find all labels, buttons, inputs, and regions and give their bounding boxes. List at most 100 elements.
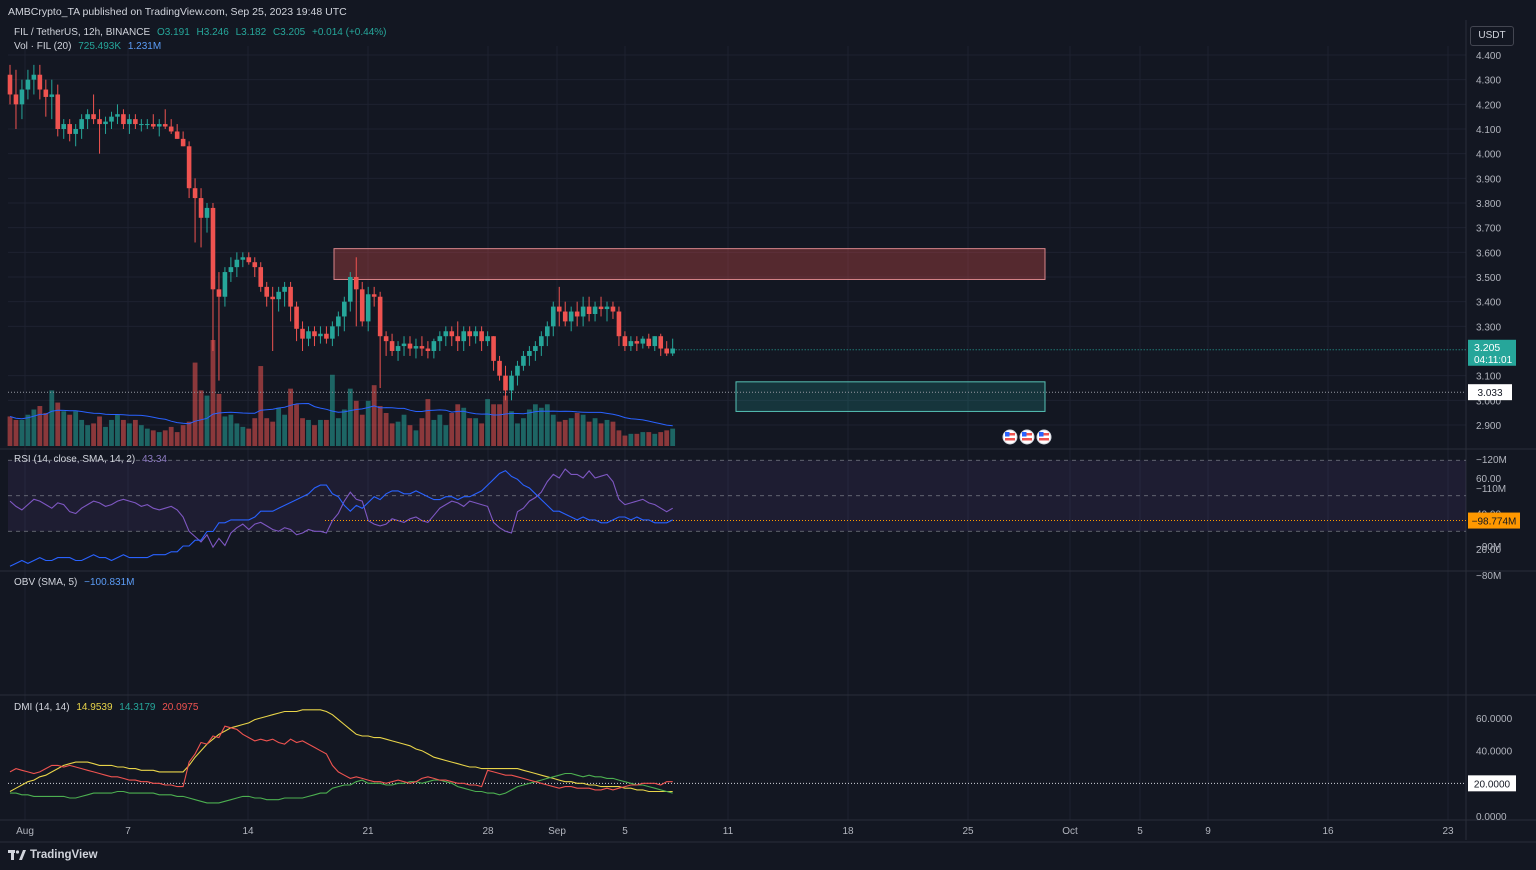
candle[interactable] bbox=[479, 331, 484, 342]
candle[interactable] bbox=[282, 286, 287, 292]
candle[interactable] bbox=[371, 294, 377, 297]
candle[interactable] bbox=[533, 346, 538, 351]
candle[interactable] bbox=[145, 124, 150, 126]
candle[interactable] bbox=[473, 331, 478, 337]
candle[interactable] bbox=[622, 336, 628, 347]
candle[interactable] bbox=[222, 272, 228, 297]
candle[interactable] bbox=[318, 333, 323, 337]
symbol-name[interactable]: FIL / TetherUS, 12h, BINANCE bbox=[14, 27, 151, 38]
candle[interactable] bbox=[37, 74, 43, 90]
candle[interactable] bbox=[580, 306, 586, 317]
candle[interactable] bbox=[336, 316, 341, 327]
candle[interactable] bbox=[150, 124, 156, 127]
candle[interactable] bbox=[133, 119, 138, 125]
dmi-pane[interactable] bbox=[8, 709, 1466, 804]
candle[interactable] bbox=[7, 74, 13, 95]
candle[interactable] bbox=[539, 336, 544, 347]
candle[interactable] bbox=[485, 336, 490, 342]
candle[interactable] bbox=[383, 336, 389, 342]
candle[interactable] bbox=[61, 124, 67, 129]
candle[interactable] bbox=[49, 94, 55, 97]
candle[interactable] bbox=[103, 121, 108, 125]
candle[interactable] bbox=[330, 326, 335, 339]
candle[interactable] bbox=[640, 338, 646, 344]
economic-event-icon[interactable] bbox=[1019, 429, 1035, 445]
candle[interactable] bbox=[139, 124, 144, 126]
candle[interactable] bbox=[646, 338, 652, 347]
candle[interactable] bbox=[467, 331, 472, 337]
price-pane[interactable] bbox=[7, 64, 1466, 446]
candle[interactable] bbox=[556, 306, 562, 312]
candle[interactable] bbox=[216, 289, 222, 297]
candle[interactable] bbox=[288, 286, 293, 307]
candle[interactable] bbox=[67, 124, 72, 134]
candle[interactable] bbox=[258, 267, 264, 287]
candle[interactable] bbox=[85, 114, 90, 120]
candle[interactable] bbox=[515, 365, 520, 376]
candle[interactable] bbox=[252, 262, 258, 268]
candle[interactable] bbox=[342, 301, 347, 317]
volume-legend[interactable]: Vol · FIL (20) 725.493K 1.231M bbox=[14, 41, 161, 52]
supply-zone[interactable] bbox=[333, 248, 1046, 280]
candle[interactable] bbox=[359, 289, 365, 322]
candle[interactable] bbox=[210, 207, 216, 290]
candle[interactable] bbox=[312, 331, 317, 337]
candle[interactable] bbox=[127, 119, 132, 125]
candle[interactable] bbox=[407, 343, 413, 349]
candle[interactable] bbox=[527, 351, 532, 356]
candle[interactable] bbox=[658, 336, 664, 349]
candle[interactable] bbox=[43, 89, 49, 97]
candle[interactable] bbox=[73, 129, 78, 134]
candle[interactable] bbox=[365, 294, 371, 322]
candle[interactable] bbox=[115, 114, 120, 117]
candle[interactable] bbox=[670, 348, 675, 354]
candle[interactable] bbox=[634, 341, 640, 344]
candle[interactable] bbox=[294, 306, 299, 329]
symbol-legend[interactable]: FIL / TetherUS, 12h, BINANCE O3.191 H3.2… bbox=[14, 27, 386, 38]
obv-legend[interactable]: OBV (SMA, 5) −100.831M bbox=[14, 577, 134, 588]
candle[interactable] bbox=[491, 336, 496, 361]
candle[interactable] bbox=[431, 341, 437, 351]
demand-zone[interactable] bbox=[735, 381, 1046, 412]
candle[interactable] bbox=[306, 331, 311, 339]
candle[interactable] bbox=[240, 257, 246, 260]
candle[interactable] bbox=[425, 348, 431, 351]
candle[interactable] bbox=[562, 311, 568, 322]
candle[interactable] bbox=[162, 124, 168, 127]
candle[interactable] bbox=[443, 331, 449, 337]
candle[interactable] bbox=[246, 257, 252, 263]
candle[interactable] bbox=[186, 146, 192, 189]
candle[interactable] bbox=[449, 331, 455, 337]
candle[interactable] bbox=[234, 259, 240, 268]
candle[interactable] bbox=[31, 74, 37, 80]
candle[interactable] bbox=[550, 306, 556, 327]
candle[interactable] bbox=[347, 277, 353, 302]
candle[interactable] bbox=[353, 277, 359, 290]
candle[interactable] bbox=[13, 94, 19, 105]
candle[interactable] bbox=[198, 198, 204, 218]
economic-event-icon[interactable] bbox=[1002, 429, 1018, 445]
candle[interactable] bbox=[616, 311, 622, 337]
dmi-legend[interactable]: DMI (14, 14) 14.9539 14.3179 20.0975 bbox=[14, 702, 198, 713]
obv-pane[interactable] bbox=[9, 469, 1466, 567]
candle[interactable] bbox=[461, 331, 467, 342]
candle[interactable] bbox=[509, 375, 514, 391]
candle[interactable] bbox=[97, 119, 102, 125]
candle[interactable] bbox=[419, 346, 425, 349]
candle[interactable] bbox=[664, 348, 669, 354]
candle[interactable] bbox=[121, 114, 126, 125]
candle[interactable] bbox=[192, 188, 198, 199]
candle[interactable] bbox=[598, 306, 604, 310]
rsi-name[interactable]: RSI (14, close, SMA, 14, 2) bbox=[14, 454, 136, 465]
candle[interactable] bbox=[628, 341, 634, 347]
tradingview-logo[interactable]: TradingView bbox=[8, 849, 98, 861]
candle[interactable] bbox=[228, 267, 234, 273]
candle[interactable] bbox=[55, 94, 61, 129]
currency-selector[interactable]: USDT bbox=[1470, 26, 1514, 46]
candle[interactable] bbox=[300, 328, 305, 339]
candle[interactable] bbox=[652, 336, 658, 347]
candle[interactable] bbox=[395, 346, 401, 351]
candle[interactable] bbox=[79, 119, 84, 129]
candle[interactable] bbox=[91, 114, 96, 120]
